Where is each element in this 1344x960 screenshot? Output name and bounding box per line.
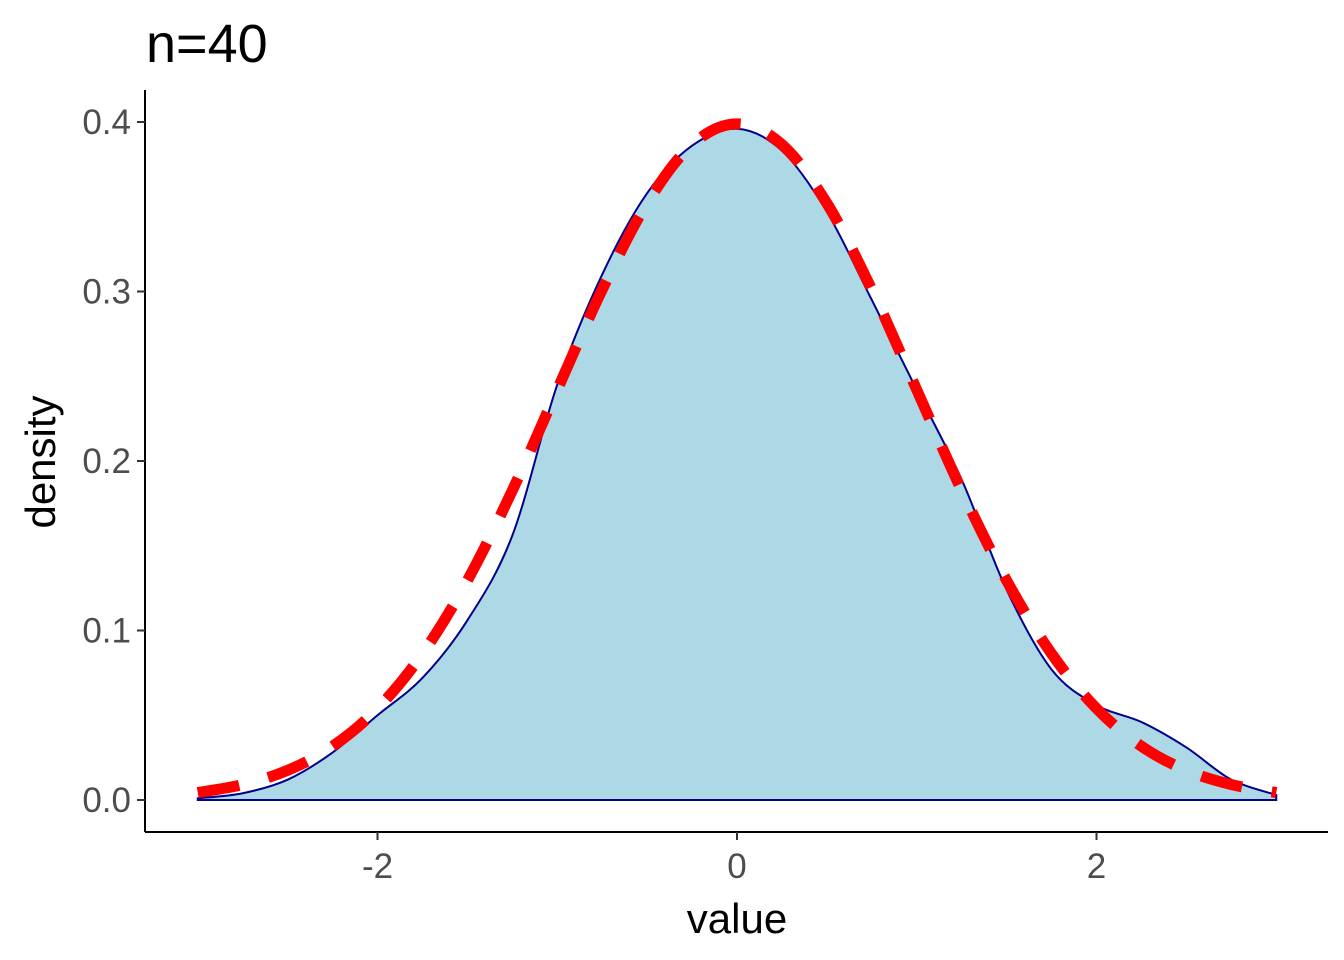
y-axis-title: density xyxy=(17,395,64,528)
y-tick-label: 0.2 xyxy=(82,442,131,481)
x-tick-label: 0 xyxy=(727,847,746,886)
x-tick-label: 2 xyxy=(1087,847,1106,886)
plot-area xyxy=(196,118,1278,801)
y-tick-label: 0.1 xyxy=(82,612,131,651)
x-ticks: -2 0 2 xyxy=(362,832,1106,886)
y-tick-label: 0.0 xyxy=(82,781,131,820)
x-tick-label: -2 xyxy=(362,847,393,886)
x-axis-title: value xyxy=(687,895,787,942)
y-tick-label: 0.4 xyxy=(82,103,131,142)
y-tick-label: 0.3 xyxy=(82,273,131,312)
chart-title: n=40 xyxy=(146,14,268,74)
density-area xyxy=(196,127,1278,801)
y-ticks: 0.0 0.1 0.2 0.3 0.4 xyxy=(82,103,145,820)
normal-curve-dashed xyxy=(196,118,1278,798)
